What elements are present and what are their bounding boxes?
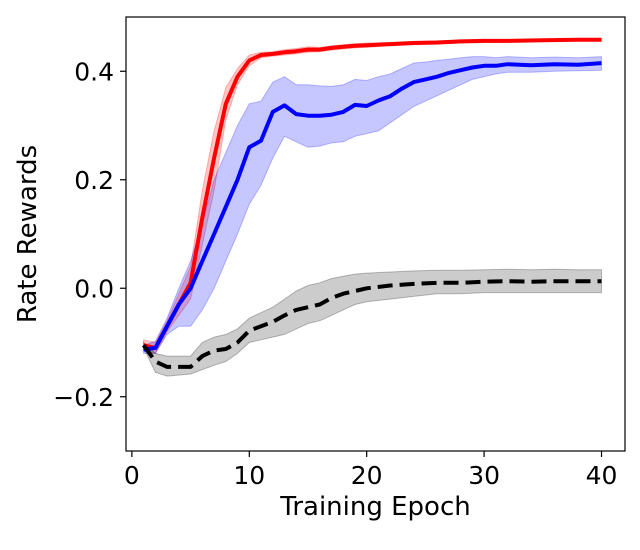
- x-axis-label: Training Epoch: [279, 492, 470, 522]
- x-tick-label: 40: [586, 461, 618, 490]
- y-tick-label: −0.2: [53, 383, 114, 412]
- y-axis-label: Rate Rewards: [13, 145, 43, 323]
- x-tick-label: 30: [468, 461, 500, 490]
- band-blue: [143, 56, 602, 354]
- y-tick-label: 0.0: [74, 274, 114, 303]
- x-tick-label: 10: [233, 461, 265, 490]
- series-line-black: [141, 279, 602, 369]
- series-line-blue: [143, 61, 602, 352]
- y-tick-label: 0.4: [74, 57, 114, 86]
- y-axis: −0.2 0.0 0.2 0.4: [53, 57, 126, 412]
- y-tick-label: 0.2: [74, 166, 114, 195]
- x-tick-label: 0: [124, 461, 140, 490]
- x-axis: 0 10 20 30 40: [124, 451, 618, 490]
- series-lines: [141, 37, 602, 369]
- series-line-red: [143, 37, 602, 350]
- x-tick-label: 20: [351, 461, 383, 490]
- plot-frame: [125, 16, 626, 452]
- confidence-bands: [143, 38, 602, 377]
